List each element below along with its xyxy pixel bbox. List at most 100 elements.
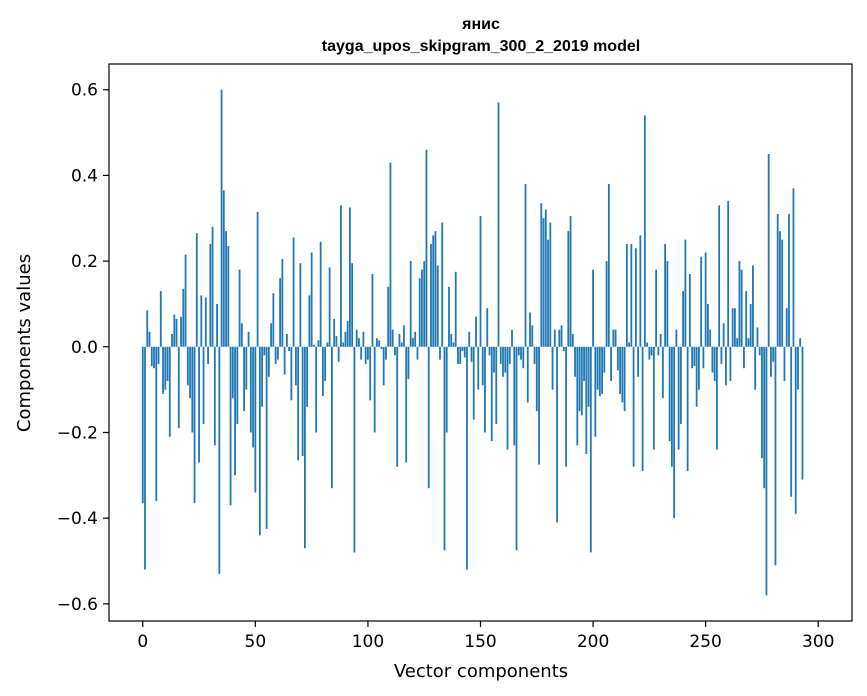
bar <box>569 216 572 347</box>
bar <box>668 346 671 442</box>
bar <box>740 269 743 347</box>
bar <box>675 329 678 347</box>
bar <box>394 346 396 356</box>
bar <box>515 346 518 551</box>
bar <box>204 297 207 347</box>
bar <box>477 346 480 390</box>
bar <box>673 346 676 519</box>
bar <box>607 183 610 347</box>
bar <box>734 308 736 347</box>
bar <box>400 342 403 347</box>
bar <box>684 239 687 347</box>
bar <box>776 213 779 347</box>
bar <box>468 331 471 347</box>
bar <box>182 288 185 347</box>
bar <box>405 346 408 463</box>
bar <box>299 263 302 347</box>
bar <box>749 303 752 347</box>
bar <box>403 325 405 347</box>
bar <box>661 346 664 399</box>
bar <box>279 278 282 347</box>
bar <box>200 295 203 347</box>
bar <box>202 346 205 424</box>
bar <box>765 346 768 596</box>
x-tick-label: 150 <box>464 632 496 652</box>
x-tick-label: 250 <box>689 632 721 652</box>
bar <box>630 243 633 347</box>
bar <box>141 346 144 504</box>
bar <box>506 346 509 450</box>
bar <box>412 338 414 347</box>
bar <box>380 346 383 349</box>
bar <box>216 303 218 347</box>
bar <box>234 346 236 476</box>
bar <box>463 346 466 358</box>
y-axis-ticks: −0.6 −0.4 −0.2 0.0 0.2 0.4 0.6 <box>57 81 109 615</box>
bar <box>285 333 288 347</box>
bar <box>281 258 284 347</box>
bar <box>292 237 295 347</box>
bar <box>650 346 653 356</box>
bar <box>263 346 266 356</box>
bar <box>427 346 430 489</box>
bar <box>648 346 651 360</box>
bar <box>256 211 259 347</box>
bar <box>213 346 216 446</box>
bar <box>303 346 306 549</box>
bar <box>511 329 513 347</box>
bar <box>421 269 423 347</box>
chart-title: янис <box>461 16 500 33</box>
bar <box>565 346 567 467</box>
bar <box>272 293 275 347</box>
bar <box>409 261 412 347</box>
bar <box>711 346 714 373</box>
bar <box>670 346 673 467</box>
bar <box>486 308 489 347</box>
bar <box>508 346 511 364</box>
bar <box>369 346 372 401</box>
y-tick-label: −0.6 <box>57 595 98 615</box>
bar <box>655 269 658 347</box>
bar <box>423 261 426 347</box>
bar <box>173 314 176 347</box>
bar <box>340 205 342 347</box>
bar <box>612 329 615 347</box>
x-tick-label: 0 <box>137 632 148 652</box>
bar <box>535 346 538 412</box>
bar <box>439 346 441 360</box>
bar <box>310 252 313 347</box>
bar <box>621 346 624 403</box>
bar <box>713 346 716 382</box>
bar <box>567 231 570 347</box>
x-tick-label: 100 <box>352 632 384 652</box>
bar <box>344 331 347 347</box>
bar <box>193 346 196 504</box>
bar <box>614 329 617 347</box>
y-tick-label: −0.2 <box>57 423 98 443</box>
bar-series <box>141 89 804 596</box>
bar <box>725 346 727 386</box>
bar <box>159 291 162 347</box>
bar <box>148 331 151 347</box>
bar <box>495 346 498 424</box>
bar <box>166 346 169 382</box>
bar <box>504 346 507 373</box>
bar <box>657 346 660 356</box>
bar <box>790 346 793 497</box>
bar <box>238 269 241 347</box>
bar <box>254 346 257 493</box>
bar <box>396 346 399 467</box>
bar <box>434 231 437 347</box>
bar <box>261 346 263 407</box>
bar <box>623 346 626 412</box>
bar <box>517 346 520 356</box>
bar <box>466 346 468 570</box>
bar <box>686 346 689 472</box>
y-axis-label: Components values <box>14 254 35 432</box>
bar <box>475 316 477 347</box>
bar <box>382 346 385 386</box>
bar <box>652 346 655 450</box>
bar <box>389 162 392 347</box>
bar <box>770 346 772 377</box>
